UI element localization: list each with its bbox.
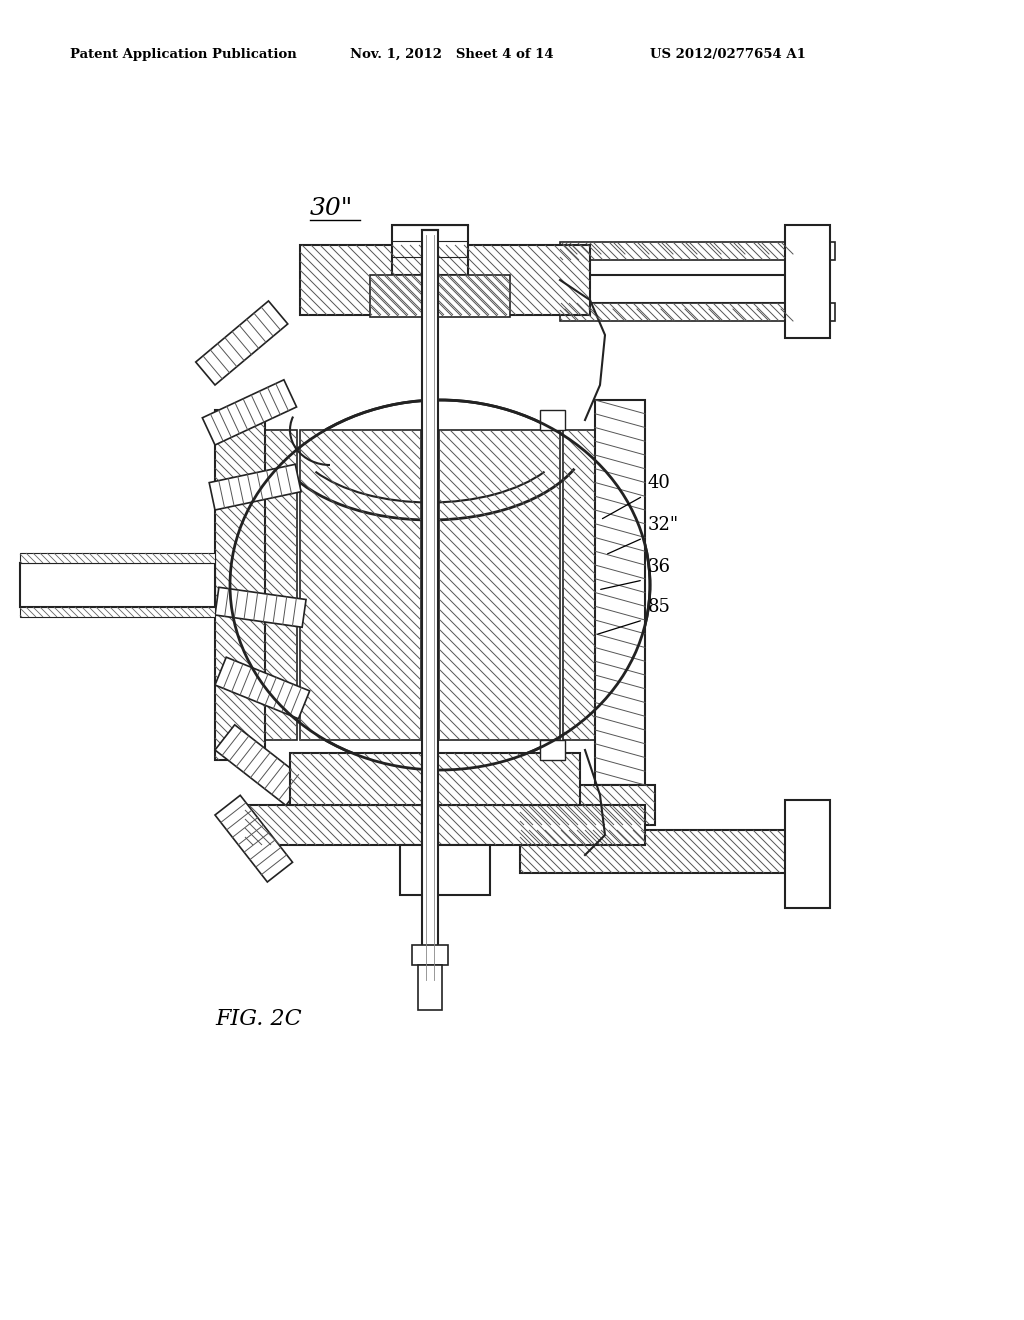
Bar — [595, 400, 645, 785]
Bar — [570, 275, 825, 304]
Polygon shape — [215, 657, 309, 718]
Ellipse shape — [230, 400, 650, 770]
Text: 40: 40 — [648, 474, 671, 492]
Bar — [785, 224, 830, 338]
Text: 85: 85 — [648, 598, 671, 616]
Bar — [265, 430, 297, 741]
Bar — [418, 965, 442, 1010]
Bar — [563, 430, 595, 741]
Bar — [215, 411, 265, 760]
Text: 30": 30" — [310, 197, 353, 220]
Bar — [540, 411, 565, 430]
Text: FIG. 2C: FIG. 2C — [215, 1008, 302, 1030]
Bar — [245, 805, 645, 845]
Polygon shape — [215, 795, 293, 882]
Bar — [20, 564, 215, 607]
Text: 36: 36 — [648, 558, 671, 576]
Bar — [412, 945, 449, 965]
Bar — [392, 224, 468, 275]
Bar — [370, 275, 510, 317]
Bar — [560, 304, 835, 321]
Bar — [439, 430, 560, 741]
Bar — [20, 607, 215, 616]
Text: Patent Application Publication: Patent Application Publication — [70, 48, 297, 61]
Text: Nov. 1, 2012   Sheet 4 of 14: Nov. 1, 2012 Sheet 4 of 14 — [350, 48, 554, 61]
Bar — [560, 242, 835, 260]
Bar — [290, 752, 580, 805]
Polygon shape — [209, 465, 301, 510]
Bar — [540, 741, 565, 760]
Bar — [422, 230, 438, 985]
Bar — [300, 246, 590, 315]
Polygon shape — [215, 587, 306, 627]
Text: 32": 32" — [648, 516, 679, 535]
Bar — [785, 800, 830, 908]
Bar — [300, 430, 421, 741]
Bar — [520, 785, 655, 825]
Bar — [520, 830, 825, 873]
Polygon shape — [196, 301, 288, 385]
Polygon shape — [203, 380, 297, 445]
Bar — [20, 553, 215, 564]
Bar — [400, 845, 490, 895]
Polygon shape — [215, 725, 305, 805]
Text: US 2012/0277654 A1: US 2012/0277654 A1 — [650, 48, 806, 61]
